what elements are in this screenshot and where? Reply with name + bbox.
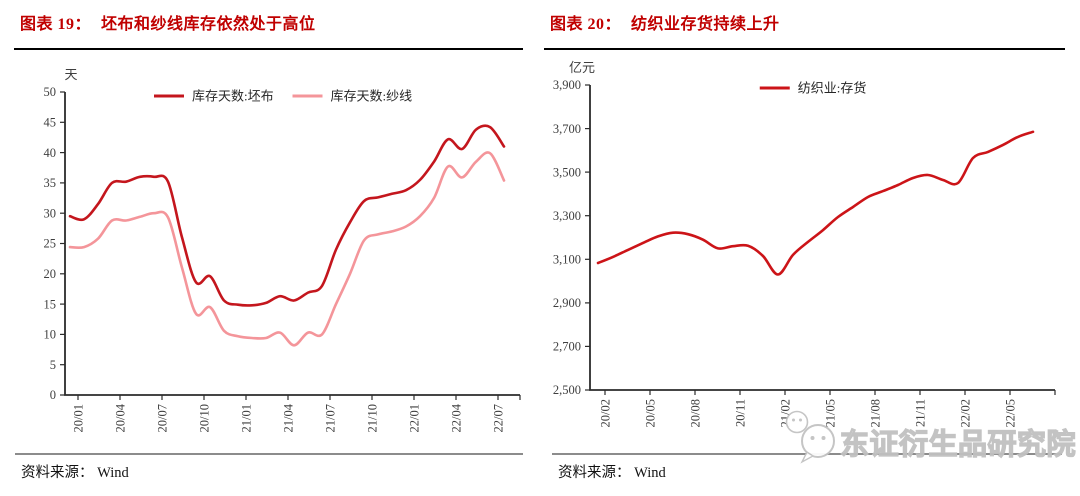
y-tick-label: 3,500 — [553, 165, 581, 179]
figure-20-number: 图表 20： — [550, 16, 622, 33]
legend-label: 库存天数:坯布 — [192, 89, 274, 104]
figure-19-header: 图表 19： 坯布和纱线库存依然处于高位 — [14, 0, 523, 50]
figure-19-number: 图表 19： — [20, 16, 92, 33]
axis-lines — [589, 85, 1055, 391]
x-tick-label: 20/08 — [689, 399, 703, 427]
y-tick-label: 35 — [44, 176, 57, 190]
figure-19-source: 资料来源： Wind — [21, 465, 129, 481]
x-tick-label: 21/04 — [282, 403, 296, 432]
x-tick-label: 22/02 — [959, 399, 973, 427]
x-tick-label: 20/07 — [156, 404, 170, 432]
figure-19-title: 坯布和纱线库存依然处于高位 — [101, 16, 316, 33]
series-line-纺织业:存货 — [596, 130, 1035, 276]
y-tick-label: 40 — [44, 146, 57, 160]
axis-unit-label: 亿元 — [569, 60, 595, 75]
x-tick-label: 21/01 — [240, 404, 254, 432]
series-line-库存天数:纱线 — [68, 151, 506, 347]
x-tick-label: 21/07 — [324, 404, 338, 432]
x-tick-label: 21/10 — [366, 404, 380, 432]
x-tick-label: 21/05 — [824, 399, 838, 427]
y-tick-label: 10 — [44, 328, 57, 342]
x-tick-label: 20/11 — [734, 399, 748, 427]
y-tick-label: 3,300 — [553, 209, 581, 223]
figure-20-header: 图表 20： 纺织业存货持续上升 — [544, 0, 1065, 50]
x-tick-label: 22/05 — [1004, 399, 1018, 427]
textile-industry-inventory-chart: 2,500 2,700 2,900 3,100 3,300 3,500 3,700 3,900… — [553, 60, 1056, 427]
legend-label: 纺织业:存货 — [798, 81, 867, 96]
x-tick-label: 22/01 — [408, 404, 422, 432]
y-tick-label: 2,700 — [553, 340, 581, 354]
x-tick-label: 20/04 — [114, 403, 128, 432]
y-tick-label: 0 — [50, 388, 56, 402]
figure-20-footer: 资料来源： Wind — [552, 453, 1062, 482]
legend-label: 库存天数:纱线 — [331, 89, 413, 104]
y-tick-label: 2,500 — [553, 383, 581, 397]
x-tick-label: 20/02 — [599, 399, 613, 427]
axis-unit-label: 天 — [64, 67, 77, 82]
x-tick-label: 22/04 — [450, 403, 464, 432]
axis-lines — [64, 92, 520, 396]
x-tick-label: 21/08 — [869, 399, 883, 427]
y-tick-label: 45 — [44, 116, 57, 130]
figure-20-title: 纺织业存货持续上升 — [631, 16, 780, 33]
figure-19-footer: 资料来源： Wind — [15, 453, 523, 482]
x-tick-label: 20/01 — [72, 404, 86, 432]
x-tick-label: 21/02 — [779, 399, 793, 427]
y-tick-label: 30 — [44, 206, 57, 220]
series-line-库存天数:坯布 — [68, 124, 506, 307]
panel-figure-20: 图表 20： 纺织业存货持续上升 2,500 2,700 2,900 3,100 3,30… — [540, 0, 1080, 496]
x-tick-label: 22/07 — [492, 404, 506, 432]
y-tick-label: 3,100 — [553, 253, 581, 267]
fabric-yarn-inventory-days-chart: 0 5 10 15 20 25 30 35 40 45 50 20/01 20/04 20/07 20/10… — [44, 67, 521, 432]
x-tick-label: 20/05 — [644, 399, 658, 427]
x-tick-label: 20/10 — [198, 404, 212, 432]
y-tick-label: 3,700 — [553, 122, 581, 136]
y-tick-label: 50 — [44, 85, 57, 99]
figure-20-source: 资料来源： Wind — [558, 465, 666, 481]
y-tick-label: 3,900 — [553, 78, 581, 92]
x-tick-label: 21/11 — [914, 399, 928, 427]
y-tick-label: 2,900 — [553, 296, 581, 310]
y-tick-label: 15 — [44, 297, 57, 311]
y-tick-label: 25 — [44, 237, 57, 251]
y-tick-label: 5 — [50, 358, 56, 372]
y-tick-label: 20 — [44, 267, 57, 281]
panel-figure-19: 图表 19： 坯布和纱线库存依然处于高位 0 5 10 15 20 25 30 35 40 45 50… — [14, 0, 523, 482]
